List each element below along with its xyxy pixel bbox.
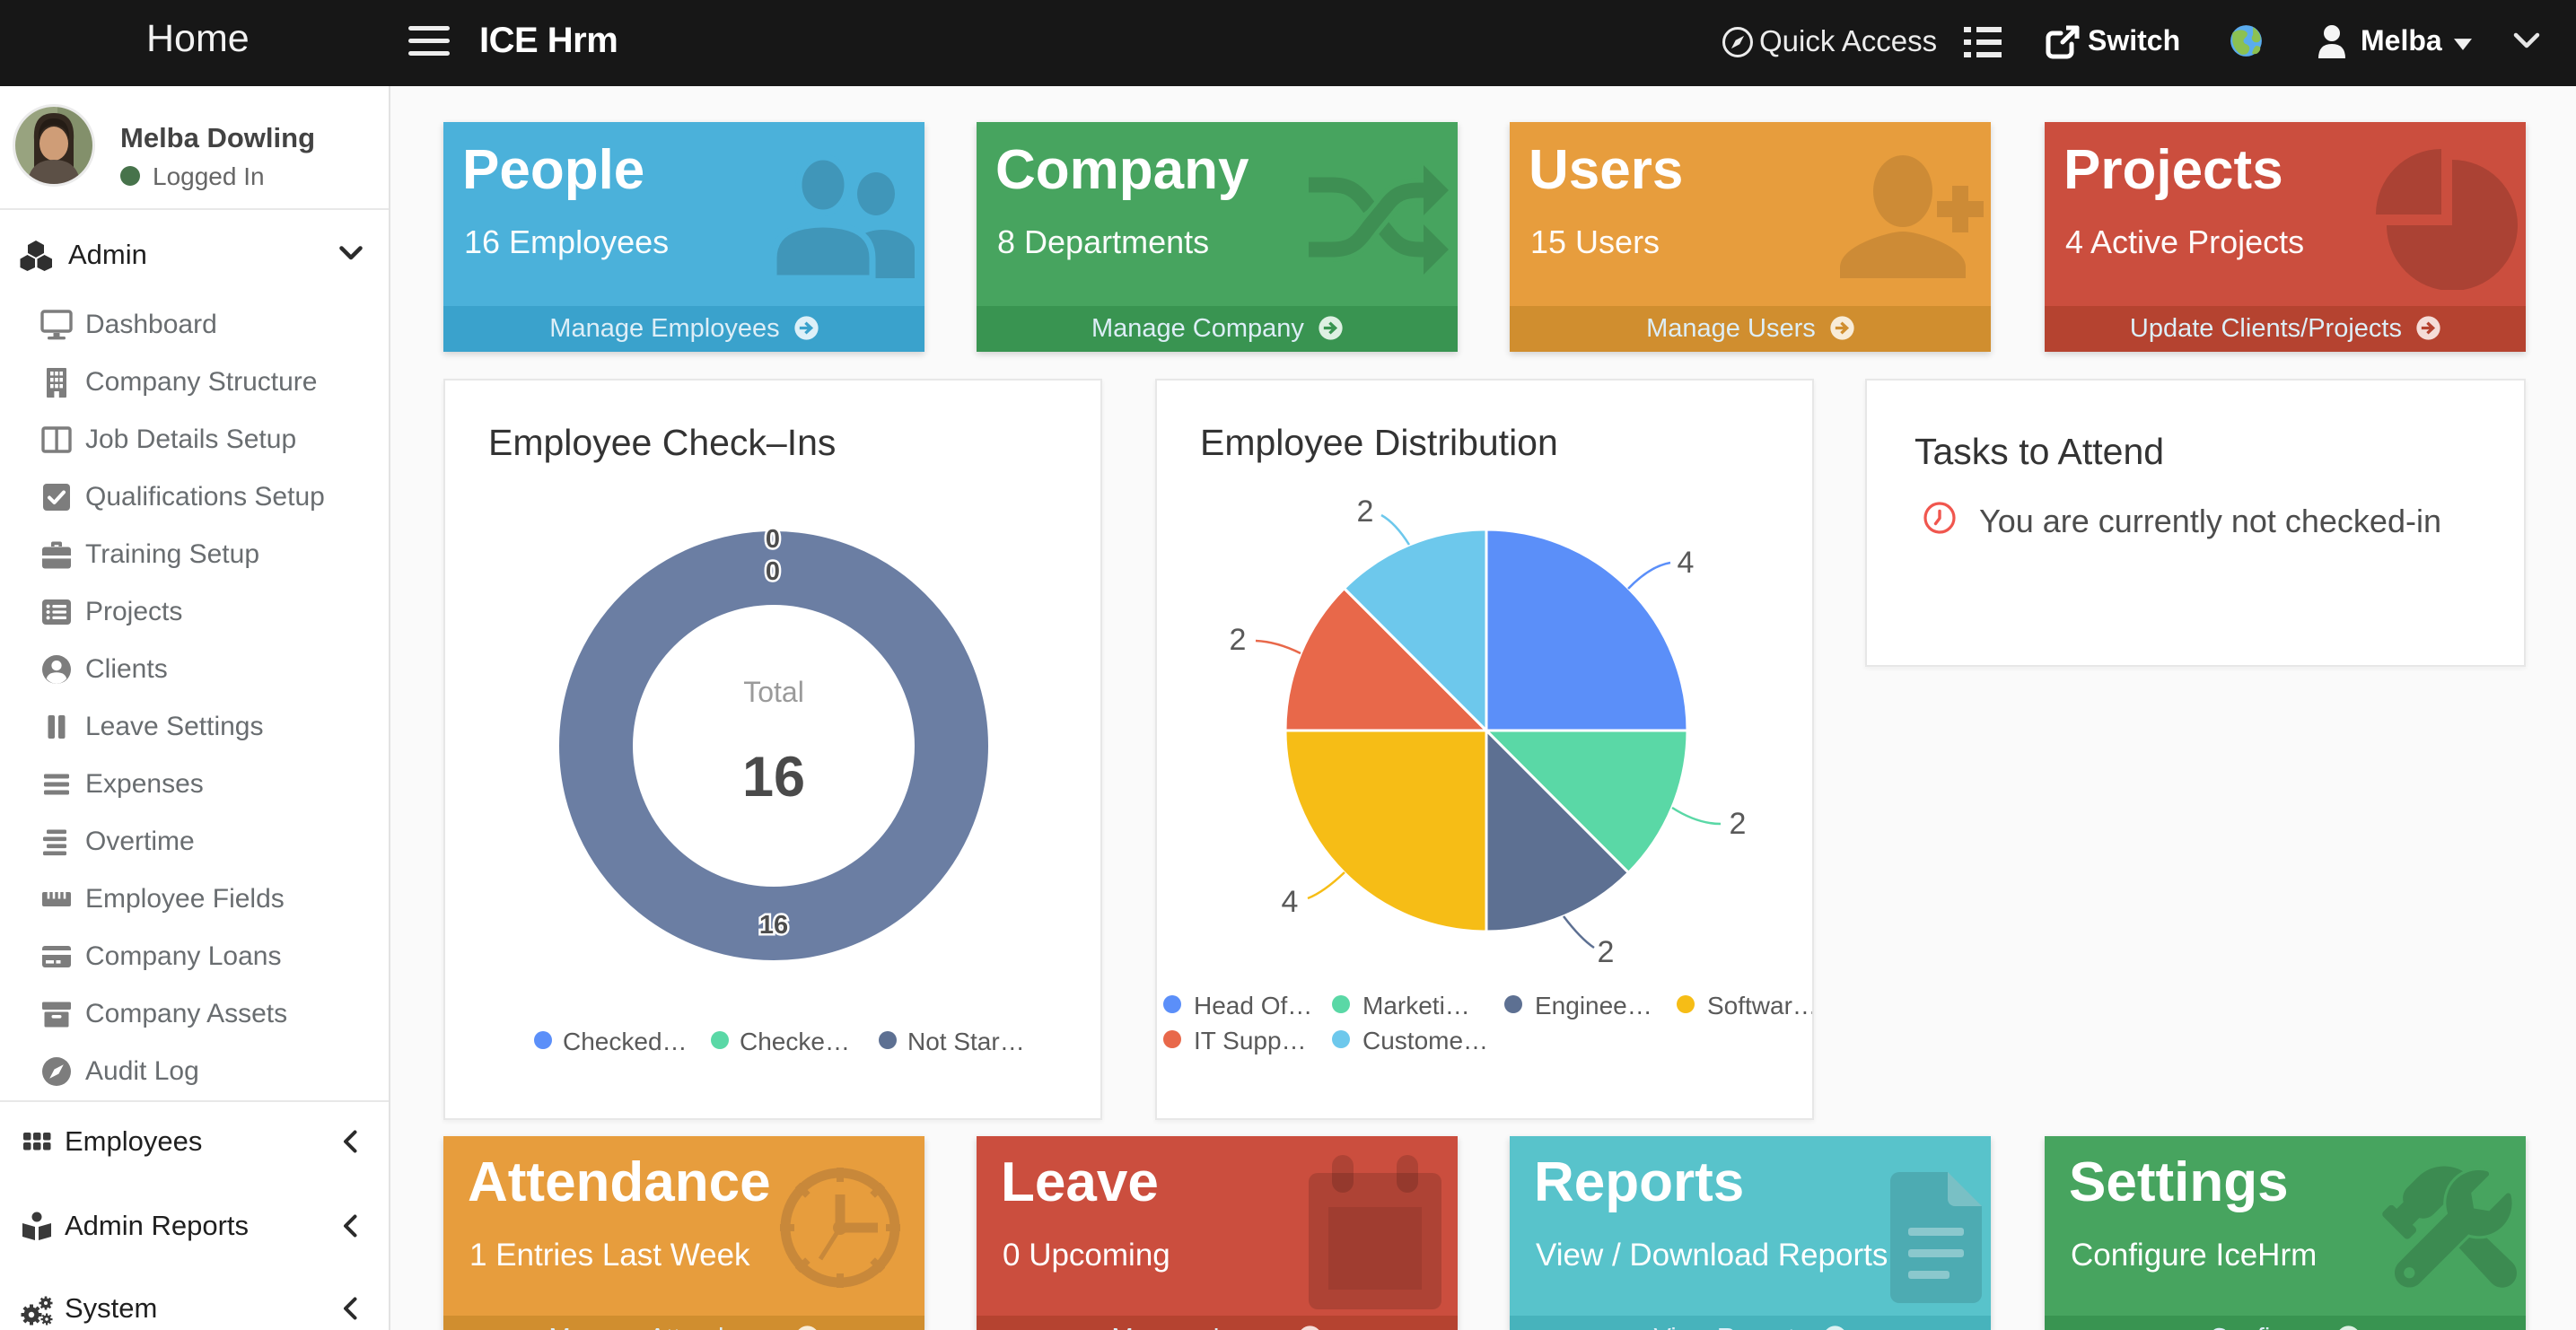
svg-text:Custome…: Custome… <box>1362 1027 1488 1054</box>
svg-text:Enginee…: Enginee… <box>1535 992 1652 1019</box>
svg-text:2: 2 <box>1357 494 1374 529</box>
svg-text:4: 4 <box>1678 546 1695 580</box>
svg-text:2: 2 <box>1230 623 1247 657</box>
svg-text:4: 4 <box>1282 885 1299 919</box>
svg-text:2: 2 <box>1598 935 1615 969</box>
svg-text:Softwar…: Softwar… <box>1707 992 1812 1019</box>
svg-text:0: 0 <box>766 525 780 554</box>
svg-text:Not Star…: Not Star… <box>907 1028 1025 1055</box>
svg-text:IT Supp…: IT Supp… <box>1194 1027 1307 1054</box>
svg-text:Checked…: Checked… <box>563 1028 688 1055</box>
svg-text:Marketi…: Marketi… <box>1362 992 1470 1019</box>
svg-text:Checke…: Checke… <box>740 1028 850 1055</box>
svg-text:Head Of…: Head Of… <box>1194 992 1312 1019</box>
svg-text:2: 2 <box>1730 807 1747 841</box>
svg-text:Total: Total <box>743 676 804 708</box>
svg-text:0: 0 <box>766 557 780 586</box>
svg-text:16: 16 <box>759 911 788 940</box>
svg-text:16: 16 <box>742 746 805 809</box>
